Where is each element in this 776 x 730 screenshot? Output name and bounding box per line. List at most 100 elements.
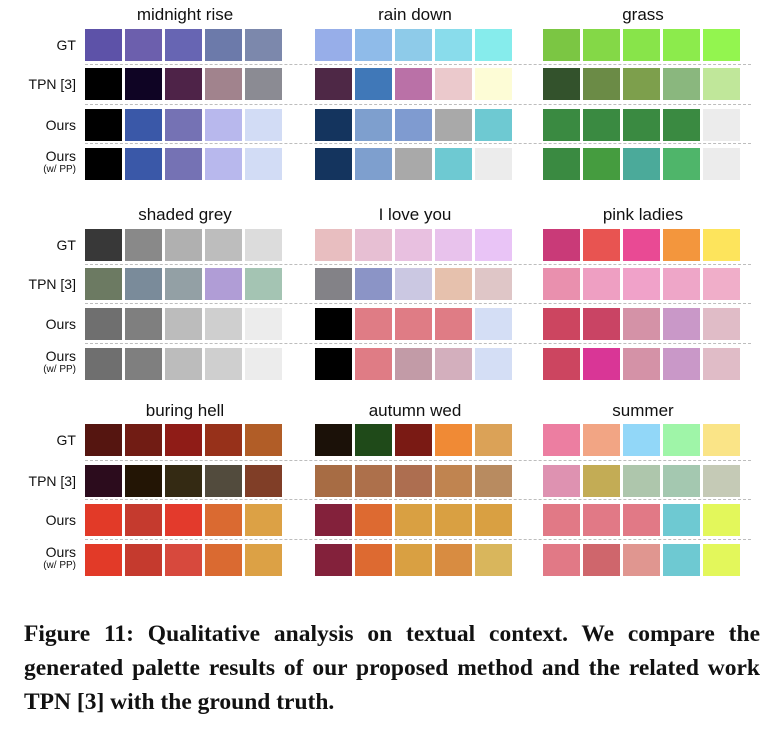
swatch-summer-row2-1 <box>543 465 580 497</box>
row-label-tpn-3: TPN [3] <box>0 473 76 489</box>
swatch-midnight-rise-row4-2 <box>125 148 162 180</box>
swatch-autumn-wed-row1-1 <box>315 424 352 456</box>
swatch-midnight-rise-row2-2 <box>125 68 162 100</box>
swatch-midnight-rise-row2-1 <box>85 68 122 100</box>
swatch-shaded-grey-row4-5 <box>245 348 282 380</box>
row-label-text: Ours <box>45 512 76 528</box>
row-label-text: GT <box>56 37 76 53</box>
swatch-midnight-rise-row4-4 <box>205 148 242 180</box>
swatch-grass-row3-3 <box>623 109 660 141</box>
swatch-pink-ladies-row2-5 <box>703 268 740 300</box>
swatch-grass-row3-5 <box>703 109 740 141</box>
swatch-i-love-you-row4-2 <box>355 348 392 380</box>
swatch-midnight-rise-row4-3 <box>165 148 202 180</box>
swatch-midnight-rise-row4-1 <box>85 148 122 180</box>
swatch-shaded-grey-row3-5 <box>245 308 282 340</box>
swatch-autumn-wed-row2-3 <box>395 465 432 497</box>
swatch-summer-row2-3 <box>623 465 660 497</box>
swatch-pink-ladies-row2-1 <box>543 268 580 300</box>
swatch-rain-down-row2-4 <box>435 68 472 100</box>
swatch-i-love-you-row2-4 <box>435 268 472 300</box>
row-label-text: TPN [3] <box>28 76 76 92</box>
swatch-midnight-rise-row1-1 <box>85 29 122 61</box>
palette-title-shaded-grey: shaded grey <box>138 205 232 224</box>
swatch-grass-row3-1 <box>543 109 580 141</box>
swatch-buring-hell-row1-1 <box>85 424 122 456</box>
swatch-shaded-grey-row2-5 <box>245 268 282 300</box>
swatch-midnight-rise-row2-4 <box>205 68 242 100</box>
swatch-grass-row3-2 <box>583 109 620 141</box>
swatch-grass-row1-5 <box>703 29 740 61</box>
swatch-rain-down-row4-4 <box>435 148 472 180</box>
swatch-pink-ladies-row2-2 <box>583 268 620 300</box>
row-label-text: TPN [3] <box>28 473 76 489</box>
swatch-i-love-you-row2-5 <box>475 268 512 300</box>
swatch-midnight-rise-row4-5 <box>245 148 282 180</box>
row-label-ours-w-pp: Ours (w/ PP) <box>0 148 76 175</box>
swatch-i-love-you-row1-1 <box>315 229 352 261</box>
swatch-i-love-you-row1-3 <box>395 229 432 261</box>
swatch-summer-row1-4 <box>663 424 700 456</box>
row-label-text: GT <box>56 432 76 448</box>
swatch-buring-hell-row4-2 <box>125 544 162 576</box>
palette-title-buring-hell: buring hell <box>145 401 225 420</box>
swatch-summer-row4-3 <box>623 544 660 576</box>
swatch-shaded-grey-row3-3 <box>165 308 202 340</box>
swatch-grass-row2-1 <box>543 68 580 100</box>
swatch-shaded-grey-row2-3 <box>165 268 202 300</box>
swatch-summer-row1-5 <box>703 424 740 456</box>
swatch-shaded-grey-row1-4 <box>205 229 242 261</box>
row-label-text: Ours <box>45 348 76 364</box>
swatch-pink-ladies-row1-3 <box>623 229 660 261</box>
swatch-autumn-wed-row4-2 <box>355 544 392 576</box>
swatch-summer-row3-2 <box>583 504 620 536</box>
swatch-summer-row3-4 <box>663 504 700 536</box>
swatch-rain-down-row1-3 <box>395 29 432 61</box>
swatch-summer-row3-5 <box>703 504 740 536</box>
swatch-rain-down-row1-1 <box>315 29 352 61</box>
swatch-shaded-grey-row4-1 <box>85 348 122 380</box>
row-separator <box>85 499 751 500</box>
swatch-pink-ladies-row4-1 <box>543 348 580 380</box>
swatch-grass-row1-2 <box>583 29 620 61</box>
swatch-shaded-grey-row1-1 <box>85 229 122 261</box>
swatch-autumn-wed-row2-2 <box>355 465 392 497</box>
swatch-midnight-rise-row2-5 <box>245 68 282 100</box>
swatch-summer-row4-2 <box>583 544 620 576</box>
swatch-autumn-wed-row4-3 <box>395 544 432 576</box>
row-label-tpn-3: TPN [3] <box>0 76 76 92</box>
swatch-grass-row1-1 <box>543 29 580 61</box>
swatch-autumn-wed-row3-3 <box>395 504 432 536</box>
swatch-i-love-you-row4-1 <box>315 348 352 380</box>
swatch-summer-row3-3 <box>623 504 660 536</box>
swatch-autumn-wed-row1-2 <box>355 424 392 456</box>
swatch-rain-down-row3-1 <box>315 109 352 141</box>
swatch-pink-ladies-row1-2 <box>583 229 620 261</box>
swatch-buring-hell-row4-5 <box>245 544 282 576</box>
row-label-ours-w-pp: Ours (w/ PP) <box>0 348 76 375</box>
swatch-autumn-wed-row4-1 <box>315 544 352 576</box>
swatch-pink-ladies-row1-5 <box>703 229 740 261</box>
swatch-buring-hell-row3-3 <box>165 504 202 536</box>
swatch-midnight-rise-row2-3 <box>165 68 202 100</box>
swatch-autumn-wed-row3-4 <box>435 504 472 536</box>
swatch-grass-row4-3 <box>623 148 660 180</box>
swatch-buring-hell-row3-5 <box>245 504 282 536</box>
swatch-grass-row1-4 <box>663 29 700 61</box>
row-separator <box>85 104 751 105</box>
swatch-autumn-wed-row3-5 <box>475 504 512 536</box>
palette-title-midnight-rise: midnight rise <box>136 5 234 24</box>
swatch-buring-hell-row1-3 <box>165 424 202 456</box>
swatch-summer-row2-5 <box>703 465 740 497</box>
row-label-gt: GT <box>0 432 76 448</box>
swatch-autumn-wed-row4-5 <box>475 544 512 576</box>
swatch-summer-row2-2 <box>583 465 620 497</box>
swatch-rain-down-row1-2 <box>355 29 392 61</box>
swatch-grass-row4-2 <box>583 148 620 180</box>
swatch-i-love-you-row4-4 <box>435 348 472 380</box>
swatch-pink-ladies-row1-4 <box>663 229 700 261</box>
swatch-autumn-wed-row1-3 <box>395 424 432 456</box>
row-label-ours: Ours <box>0 117 76 133</box>
swatch-grass-row4-5 <box>703 148 740 180</box>
palette-title-pink-ladies: pink ladies <box>602 205 684 224</box>
